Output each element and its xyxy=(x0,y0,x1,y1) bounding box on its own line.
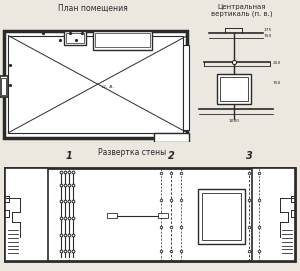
Text: 3: 3 xyxy=(246,151,253,162)
Text: 250: 250 xyxy=(272,61,281,65)
Bar xyxy=(0,76,8,97)
Bar xyxy=(95,33,150,47)
Bar xyxy=(183,45,190,130)
Text: 750: 750 xyxy=(272,81,281,85)
Bar xyxy=(1,78,6,95)
Bar xyxy=(217,73,251,104)
Bar xyxy=(107,213,117,218)
Bar xyxy=(154,133,190,142)
Text: 1000: 1000 xyxy=(229,119,239,122)
Bar xyxy=(220,77,248,101)
Text: 750: 750 xyxy=(264,34,272,38)
Bar xyxy=(66,33,84,43)
Text: Центральная
вертикаль (п. в.): Центральная вертикаль (п. в.) xyxy=(211,4,272,17)
Bar xyxy=(64,31,86,45)
Bar xyxy=(4,31,187,138)
Bar xyxy=(8,36,183,133)
Bar xyxy=(5,168,295,261)
Bar xyxy=(198,189,245,244)
Text: 1: 1 xyxy=(66,151,73,162)
Bar xyxy=(5,168,48,261)
Bar xyxy=(252,168,295,261)
Text: ц. в.: ц. в. xyxy=(102,83,114,88)
Text: Развертка стены: Развертка стены xyxy=(98,147,166,157)
Bar xyxy=(202,193,241,240)
Text: 2: 2 xyxy=(167,151,174,162)
Bar xyxy=(158,213,168,218)
Bar xyxy=(93,31,152,50)
Text: План помещения: План помещения xyxy=(58,4,128,12)
Text: 175: 175 xyxy=(264,28,272,32)
